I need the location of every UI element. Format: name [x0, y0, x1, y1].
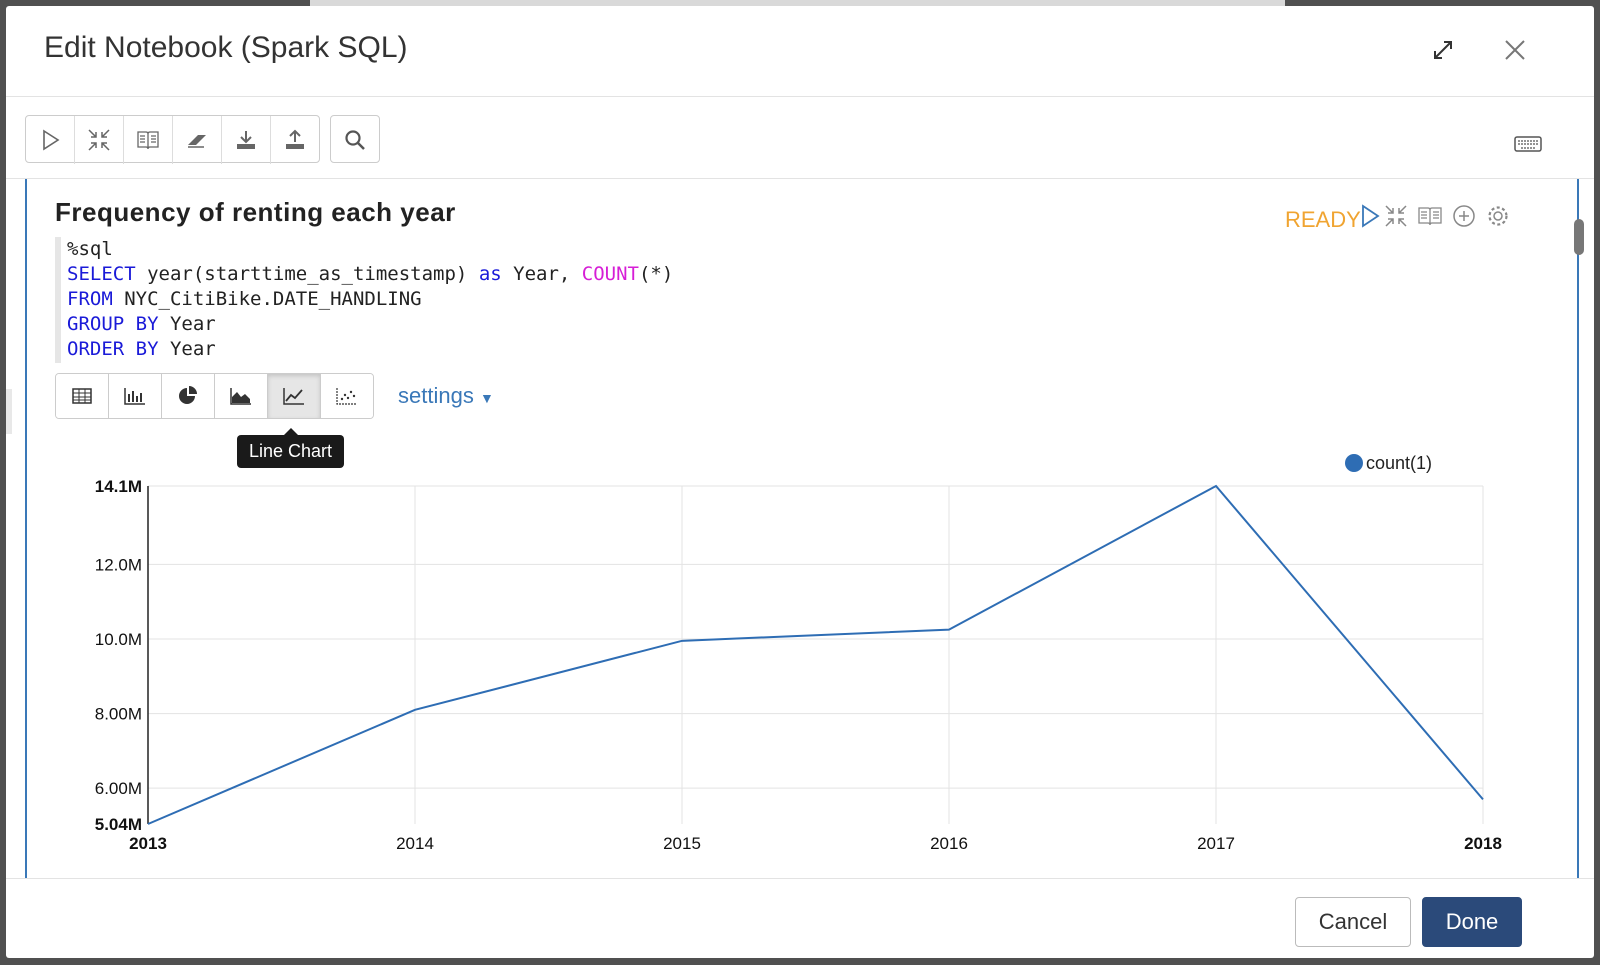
line-chart-tooltip: Line Chart: [237, 428, 345, 468]
expand-icon[interactable]: [1429, 36, 1457, 64]
background-window-strip: [310, 0, 1285, 6]
settings-label: settings: [398, 383, 474, 408]
area-chart-icon: [230, 388, 251, 405]
settings-dropdown[interactable]: settings ▼: [398, 383, 494, 409]
collapse-paragraph-icon[interactable]: [1383, 203, 1409, 229]
export-button[interactable]: [222, 116, 271, 164]
left-edge-marker: [6, 389, 12, 434]
modal-title: Edit Notebook (Spark SQL): [44, 31, 408, 64]
y-tick-label: 6.00M: [95, 779, 142, 798]
series-line: [147, 484, 1484, 825]
line-chart-button[interactable]: [268, 374, 321, 418]
x-tick-label: 2014: [396, 834, 434, 853]
run-all-icon: [43, 129, 60, 151]
x-tick-label: 2017: [1197, 834, 1235, 853]
legend-marker: [1345, 454, 1363, 472]
book-paragraph-icon[interactable]: [1417, 203, 1443, 229]
area-chart-button[interactable]: [215, 374, 268, 418]
add-paragraph-icon[interactable]: [1451, 203, 1477, 229]
caret-down-icon: ▼: [479, 390, 494, 406]
paragraph-title[interactable]: Frequency of renting each year: [55, 197, 456, 227]
modal-footer: Cancel Done: [6, 878, 1594, 958]
code-line: GROUP BY Year: [67, 313, 216, 335]
code-line: FROM NYC_CitiBike.DATE_HANDLING: [67, 288, 422, 310]
table-view-button[interactable]: [56, 374, 109, 418]
search-icon: [345, 130, 365, 150]
book-icon: [137, 131, 159, 150]
pie-chart-button[interactable]: [162, 374, 215, 418]
cancel-button[interactable]: Cancel: [1295, 897, 1411, 947]
done-button[interactable]: Done: [1422, 897, 1522, 947]
keyboard-icon[interactable]: [1514, 134, 1542, 154]
collapse-icon: [88, 129, 110, 151]
show-output-button[interactable]: [124, 116, 173, 164]
download-icon: [237, 131, 255, 149]
x-tick-label: 2015: [663, 834, 701, 853]
legend-label: count(1): [1366, 453, 1432, 473]
run-paragraph-icon[interactable]: [1357, 203, 1383, 229]
code-line: SELECT year(starttime_as_timestamp) as Y…: [67, 263, 674, 285]
table-icon: [72, 388, 92, 404]
pie-chart-icon: [179, 386, 197, 404]
upload-icon: [286, 129, 304, 149]
y-tick-label: 12.0M: [95, 555, 142, 574]
collapse-button[interactable]: [75, 116, 124, 164]
y-tick-label: 14.1M: [95, 477, 142, 496]
modal-header: Edit Notebook (Spark SQL): [6, 6, 1594, 97]
eraser-icon: [188, 135, 206, 148]
notebook-paragraph: Frequency of renting each year READY %sq…: [25, 179, 1579, 879]
y-tick-label: 8.00M: [95, 705, 142, 724]
scrollbar-thumb[interactable]: [1574, 219, 1584, 255]
visualization-switcher: [55, 373, 374, 419]
code-line: ORDER BY Year: [67, 338, 216, 360]
y-tick-label: 5.04M: [95, 815, 142, 834]
toolbar-group-actions: [25, 115, 320, 164]
bar-chart-icon: [124, 388, 145, 405]
y-tick-label: 10.0M: [95, 630, 142, 649]
code-line: %sql: [67, 238, 113, 260]
scatter-chart-button[interactable]: [321, 374, 373, 418]
paragraph-area: Frequency of renting each year READY %sq…: [6, 178, 1594, 879]
run-all-button[interactable]: [26, 116, 75, 164]
edit-notebook-modal: Edit Notebook (Spark SQL): [6, 6, 1594, 958]
x-tick-label: 2016: [930, 834, 968, 853]
x-tick-label: 2018: [1464, 834, 1502, 853]
search-button[interactable]: [331, 116, 379, 164]
code-editor[interactable]: %sql SELECT year(starttime_as_timestamp) …: [55, 237, 767, 363]
import-button[interactable]: [271, 116, 319, 164]
close-icon[interactable]: [1501, 36, 1529, 64]
gear-icon[interactable]: [1485, 203, 1511, 229]
scatter-chart-icon: [336, 388, 357, 405]
notebook-toolbar: [25, 115, 380, 164]
toolbar-group-search: [330, 115, 380, 163]
paragraph-status: READY: [1285, 207, 1361, 232]
x-tick-label: 2013: [129, 834, 167, 853]
clear-output-button[interactable]: [173, 116, 222, 164]
bar-chart-button[interactable]: [109, 374, 162, 418]
line-chart-icon: [283, 388, 304, 405]
